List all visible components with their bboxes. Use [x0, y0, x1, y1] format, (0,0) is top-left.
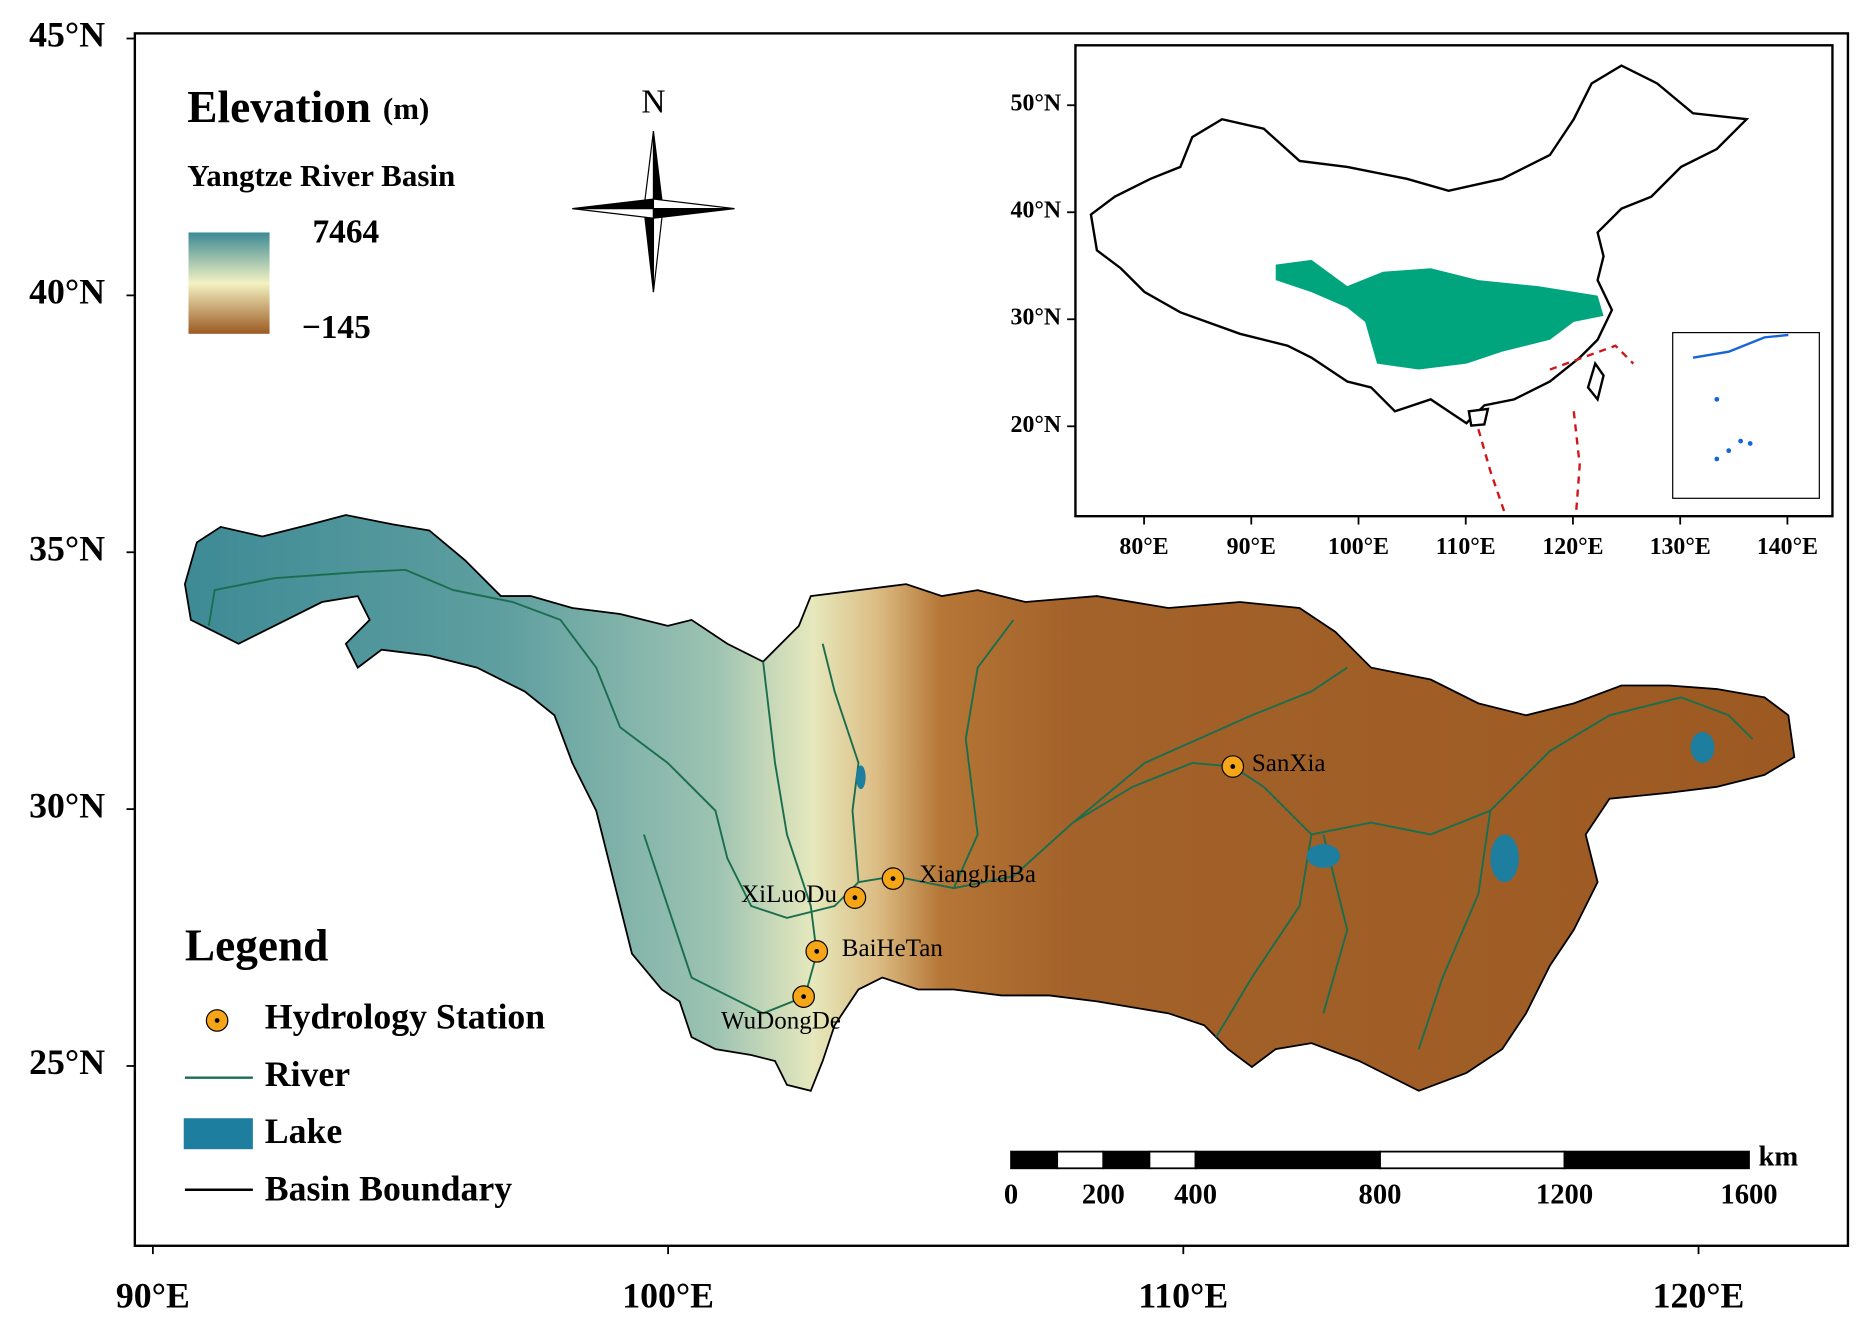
station-dot [1230, 764, 1236, 769]
river [642, 661, 818, 1015]
river [1072, 666, 1348, 824]
station-dot [814, 948, 820, 954]
elevation-max: 7464 [312, 214, 379, 251]
legend-station-dot [214, 1018, 220, 1023]
lake [856, 765, 866, 790]
x-tick-label: 130°E [1650, 534, 1711, 560]
lake [1690, 731, 1715, 763]
station-label: WuDongDe [721, 1008, 841, 1035]
scale-label: 1600 [1720, 1179, 1777, 1210]
x-tick-label: 80°E [1119, 534, 1168, 560]
scale-segment [1056, 1150, 1105, 1170]
dash [1572, 411, 1581, 513]
inset-islands [1714, 396, 1753, 462]
scale-segment [1563, 1150, 1750, 1170]
y-tick-label: 25°N [29, 1042, 105, 1082]
basin-name: Yangtze River Basin [187, 158, 455, 193]
x-tick-label: 100°E [1328, 534, 1389, 560]
y-tick-label: 20°N [1011, 412, 1062, 438]
x-tick-label: 120°E [1653, 1276, 1745, 1316]
station-dot [852, 895, 858, 901]
elevation-unit: (m) [383, 91, 429, 126]
inset-sea-box [1672, 332, 1820, 499]
elevation-title: Elevation (m) [187, 82, 429, 132]
x-tick-label: 140°E [1757, 534, 1818, 560]
river [207, 568, 1754, 919]
river [1215, 834, 1313, 1038]
scale-unit: km [1759, 1141, 1799, 1172]
dash [1549, 344, 1635, 371]
river [952, 619, 1015, 889]
station-dot [890, 876, 896, 881]
inset-taiwan [1586, 360, 1605, 402]
station-label: XiangJiaBa [919, 861, 1036, 888]
inset-basin [1275, 259, 1604, 370]
north-arrow [572, 131, 735, 293]
map-frame [133, 32, 1850, 1247]
river [821, 643, 860, 883]
x-tick-label: 90°E [1227, 534, 1276, 560]
scale-label: 200 [1082, 1179, 1125, 1210]
scale-segment [1010, 1150, 1059, 1170]
x-tick-label: 110°E [1138, 1276, 1228, 1316]
elevation-title-text: Elevation [187, 82, 371, 132]
scale-label: 800 [1359, 1179, 1402, 1210]
scale-segment [1379, 1150, 1566, 1170]
color-bar [188, 232, 270, 334]
station-dot [801, 994, 807, 1000]
scale-segment [1148, 1150, 1197, 1170]
north-label: N [641, 84, 665, 121]
inset-sea-coast [1692, 333, 1789, 359]
inset-hainan [1467, 407, 1490, 427]
y-tick-label: 30°N [29, 785, 105, 825]
inset-boundary-dashes [1477, 344, 1635, 514]
y-tick-label: 40°N [1011, 198, 1062, 224]
x-tick-label: 90°E [116, 1276, 190, 1316]
scale-label: 0 [1004, 1179, 1018, 1210]
y-tick-label: 40°N [29, 272, 105, 312]
elevation-min: −145 [302, 309, 371, 346]
scale-label: 1200 [1536, 1179, 1593, 1210]
legend-item: River [265, 1054, 350, 1094]
y-tick-label: 30°N [1011, 305, 1062, 331]
legend-item: Basin Boundary [265, 1168, 512, 1208]
rivers [207, 568, 1754, 1050]
legend-lake-symbol [183, 1118, 253, 1150]
x-tick-label: 110°E [1436, 534, 1496, 560]
lake [1306, 844, 1341, 868]
y-tick-label: 45°N [29, 15, 105, 55]
station-label: XiLuoDu [741, 881, 837, 908]
station-label: BaiHeTan [842, 935, 944, 962]
generated: 90°E 100°E 110°E 120°E 25°N 30°N 35°N 40°N 45°N 8… [29, 15, 1818, 1316]
lake [1490, 834, 1519, 883]
x-tick-label: 100°E [622, 1276, 714, 1316]
dash [1477, 428, 1506, 514]
scale-label: 400 [1174, 1179, 1217, 1210]
y-tick-label: 35°N [29, 528, 105, 568]
station-label: SanXia [1252, 750, 1326, 777]
lakes [856, 731, 1715, 883]
river [1417, 810, 1492, 1050]
x-tick-label: 120°E [1542, 534, 1603, 560]
legend-title: Legend [185, 921, 328, 971]
legend-item: Hydrology Station [265, 997, 546, 1037]
scale-segment [1102, 1150, 1151, 1170]
inset-china [1089, 64, 1750, 425]
scale-segment [1194, 1150, 1381, 1170]
legend-item: Lake [265, 1111, 342, 1151]
y-tick-label: 50°N [1011, 91, 1062, 117]
